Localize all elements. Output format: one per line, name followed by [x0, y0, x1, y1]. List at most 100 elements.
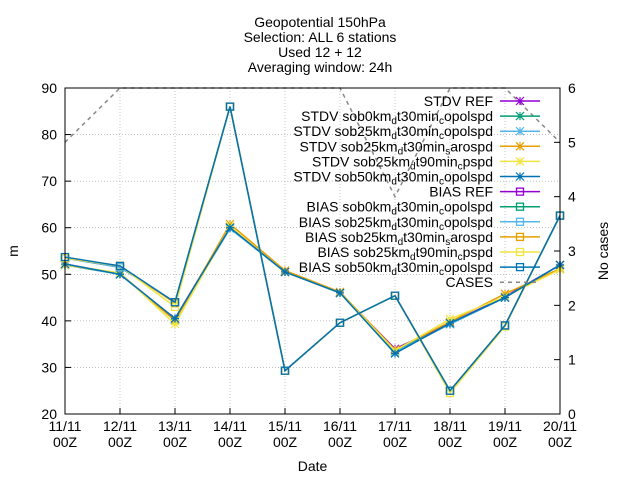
- legend-label-part: t90min: [416, 153, 458, 169]
- data-point: [225, 102, 235, 111]
- data-point: [390, 291, 400, 300]
- legend-label-part: d: [391, 177, 397, 188]
- legend-label-part: arospd: [450, 229, 493, 245]
- x-tick-label: 11/11: [49, 418, 82, 434]
- legend-label-part: s: [445, 146, 450, 157]
- legend-label-part: d: [391, 207, 397, 218]
- legend-marker-1: [515, 111, 525, 121]
- legend-label-part: d: [391, 267, 397, 278]
- legend-label-part: d: [398, 237, 404, 248]
- y-tick-label: 50: [41, 266, 57, 282]
- data-point: [500, 321, 510, 330]
- legend-label-part: CASES: [446, 274, 493, 290]
- legend-label-5: STDV sob50kmdt30mincopolspd: [293, 169, 493, 188]
- x-tick-label: 13/11: [158, 418, 192, 434]
- legend-label-part: t30min: [397, 123, 439, 139]
- title-line-0: Geopotential 150hPa: [254, 14, 386, 30]
- legend-label-part: BIAS sob25km: [317, 244, 410, 260]
- legend-marker-7: [515, 202, 525, 211]
- x-tick-label: 15/11: [268, 418, 302, 434]
- legend-label-part: STDV sob25km: [293, 123, 391, 139]
- x-tick-label-time: 00Z: [273, 434, 298, 450]
- y2-tick-label: 6: [568, 80, 576, 96]
- legend-label-7: BIAS sob0kmdt30mincopolspd: [307, 199, 493, 218]
- x-tick-label-time: 00Z: [53, 434, 78, 450]
- y-tick-label: 20: [41, 406, 57, 422]
- legend-label-part: s: [445, 237, 450, 248]
- legend-label-part: opolspd: [444, 123, 493, 139]
- legend-label-11: BIAS sob50kmdt30mincopolspd: [299, 259, 493, 278]
- legend-label-part: pspd: [463, 153, 493, 169]
- y2-tick-label: 4: [568, 189, 576, 205]
- data-point: [170, 298, 180, 307]
- x-tick-label-time: 00Z: [383, 434, 408, 450]
- data-point: [115, 269, 125, 279]
- data-point: [500, 293, 510, 302]
- legend-label-part: STDV sob50km: [293, 169, 391, 185]
- legend-label-part: t30min: [397, 259, 439, 275]
- data-point: [335, 288, 345, 298]
- x-tick-label-time: 00Z: [548, 434, 573, 450]
- legend-label-12: CASES: [446, 274, 493, 290]
- legend-label-10: BIAS sob25kmdt90mincpspd: [317, 244, 493, 263]
- legend-label-part: t30min: [397, 108, 439, 124]
- legend-label-part: d: [410, 252, 416, 263]
- legend-marker-3: [515, 141, 525, 151]
- legend-label-2: STDV sob25kmdt30mincopolspd: [293, 123, 493, 142]
- title-line-3: Averaging window: 24h: [248, 59, 393, 75]
- legend-label-part: c: [458, 252, 463, 263]
- x-tick-label-time: 00Z: [163, 434, 188, 450]
- legend-label-part: c: [439, 267, 444, 278]
- legend-label-part: opolspd: [444, 214, 493, 230]
- legend-label-part: d: [410, 161, 416, 172]
- legend-marker-4: [515, 156, 525, 166]
- legend-label-part: d: [391, 222, 397, 233]
- y2-tick-label: 3: [568, 243, 576, 259]
- legend-label-0: STDV REF: [424, 93, 493, 109]
- legend-label-part: t30min: [403, 138, 445, 154]
- data-point: [280, 267, 290, 277]
- series-5: [60, 223, 565, 358]
- y-tick-label: 90: [41, 80, 57, 96]
- y-tick-label: 70: [41, 173, 57, 189]
- legend-marker-0: [515, 96, 525, 106]
- x-tick-label: 16/11: [323, 418, 357, 434]
- legend-label-part: c: [458, 161, 463, 172]
- x-axis-label: Date: [298, 458, 328, 474]
- legend-label-part: c: [439, 207, 444, 218]
- legend-label-part: STDV sob25km: [312, 153, 410, 169]
- y2-tick-label: 1: [568, 352, 576, 368]
- legend-label-part: BIAS sob0km: [307, 199, 392, 215]
- legend-label-part: t30min: [397, 199, 439, 215]
- legend-label-part: d: [398, 146, 404, 157]
- legend-label-part: t30min: [403, 229, 445, 245]
- legend-label-part: opolspd: [444, 199, 493, 215]
- y2-tick-label: 0: [568, 406, 576, 422]
- legend-label-9: BIAS sob25kmdt30minsarospd: [305, 229, 493, 248]
- y2-tick-label: 5: [568, 134, 576, 150]
- series-line: [64, 106, 561, 393]
- legend-label-part: pspd: [463, 244, 493, 260]
- legend-label-part: STDV REF: [424, 93, 493, 109]
- legend-marker-9: [515, 232, 525, 242]
- data-point: [225, 223, 235, 233]
- x-tick-label: 20/11: [543, 418, 577, 434]
- legend-label-part: opolspd: [444, 169, 493, 185]
- legend-marker-11: [515, 262, 525, 272]
- legend-label-part: BIAS REF: [429, 184, 493, 200]
- y-tick-label: 80: [41, 127, 57, 143]
- x-tick-label: 14/11: [213, 418, 247, 434]
- series-line: [64, 226, 561, 355]
- legend-label-part: c: [439, 222, 444, 233]
- legend-label-1: STDV sob0kmdt30mincopolspd: [301, 108, 493, 127]
- x-tick-label-time: 00Z: [493, 434, 518, 450]
- data-point: [445, 314, 455, 324]
- legend-marker-10: [515, 247, 525, 257]
- y2-tick-label: 2: [568, 297, 576, 313]
- y-tick-label: 30: [41, 359, 57, 375]
- legend-marker-8: [515, 217, 525, 226]
- x-tick-label: 17/11: [378, 418, 412, 434]
